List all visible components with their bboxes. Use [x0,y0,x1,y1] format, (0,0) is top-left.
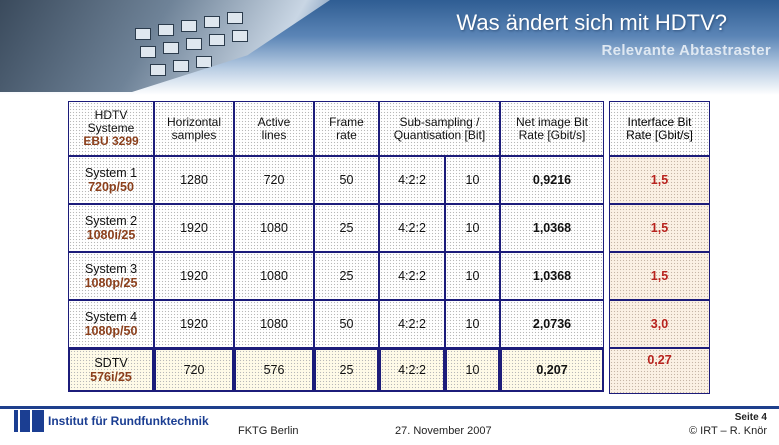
quant-cell: 10 [445,300,500,348]
active-cell: 1080 [234,204,314,252]
table-row: System 3 1080p/25 1920 1080 25 4:2:2 10 … [68,252,604,300]
quant-cell: 10 [445,252,500,300]
active-cell: 576 [234,348,314,392]
quant-cell: 10 [445,348,500,392]
net-rate-cell: 1,0368 [500,204,604,252]
footer-date: 27. November 2007 [395,425,492,437]
net-rate-cell: 1,0368 [500,252,604,300]
frame-cell: 25 [314,204,379,252]
table-row: System 1 720p/50 1280 720 50 4:2:2 10 0,… [68,156,604,204]
page-number: Seite 4 [734,412,767,423]
footer-event: FKTG Berlin [238,425,299,437]
table-row: System 2 1080i/25 1920 1080 25 4:2:2 10 … [68,204,604,252]
table-header-row: HDTV Systeme EBU 3299 Horizontal samples… [68,101,604,156]
copyright: © IRT – R. Knör [688,425,767,437]
subsampling-cell: 4:2:2 [379,252,445,300]
interface-rate-cell: 1,5 [609,156,710,204]
system-cell: System 1 720p/50 [68,156,154,204]
slide-subtitle: Relevante Abtastraster [601,42,771,59]
building-photo [0,0,330,92]
interface-rate-cell: 0,27 [609,348,710,394]
horizontal-cell: 720 [154,348,234,392]
slide-header: Was ändert sich mit HDTV? Relevante Abta… [0,0,779,95]
system-cell: System 4 1080p/50 [68,300,154,348]
frame-cell: 50 [314,300,379,348]
net-rate-cell: 2,0736 [500,300,604,348]
header-net-rate: Net image Bit Rate [Gbit/s] [500,101,604,156]
horizontal-cell: 1920 [154,252,234,300]
interface-rate-cell: 1,5 [609,204,710,252]
header-interface-rate: Interface Bit Rate [Gbit/s] [609,101,710,156]
header-active: Active lines [234,101,314,156]
quant-cell: 10 [445,156,500,204]
horizontal-cell: 1920 [154,204,234,252]
quant-cell: 10 [445,204,500,252]
subsampling-cell: 4:2:2 [379,156,445,204]
header-system: HDTV Systeme EBU 3299 [68,101,154,156]
irt-logo-icon [14,410,44,432]
interface-rate-cell: 3,0 [609,300,710,348]
header-frame: Frame rate [314,101,379,156]
active-cell: 720 [234,156,314,204]
frame-cell: 50 [314,156,379,204]
horizontal-cell: 1280 [154,156,234,204]
ebu-label: EBU 3299 [83,134,139,148]
system-cell: SDTV 576i/25 [68,348,154,392]
subsampling-cell: 4:2:2 [379,204,445,252]
net-rate-cell: 0,9216 [500,156,604,204]
table-row-sdtv: SDTV 576i/25 720 576 25 4:2:2 10 0,207 [68,348,604,392]
institute-name: Institut für Rundfunktechnik [48,414,209,428]
active-cell: 1080 [234,300,314,348]
frame-cell: 25 [314,348,379,392]
interface-rate-table: Interface Bit Rate [Gbit/s] 1,5 1,5 1,5 … [609,101,710,394]
interface-rate-cell: 1,5 [609,252,710,300]
subsampling-cell: 4:2:2 [379,348,445,392]
footer-divider [0,406,779,409]
hdtv-systems-table: HDTV Systeme EBU 3299 Horizontal samples… [68,101,604,392]
header-subsampling: Sub-sampling / Quantisation [Bit] [379,101,500,156]
system-cell: System 3 1080p/25 [68,252,154,300]
table-row: System 4 1080p/50 1920 1080 50 4:2:2 10 … [68,300,604,348]
subsampling-cell: 4:2:2 [379,300,445,348]
net-rate-cell: 0,207 [500,348,604,392]
system-cell: System 2 1080i/25 [68,204,154,252]
frame-cell: 25 [314,252,379,300]
active-cell: 1080 [234,252,314,300]
header-horizontal: Horizontal samples [154,101,234,156]
slide-title: Was ändert sich mit HDTV? [456,10,727,35]
horizontal-cell: 1920 [154,300,234,348]
